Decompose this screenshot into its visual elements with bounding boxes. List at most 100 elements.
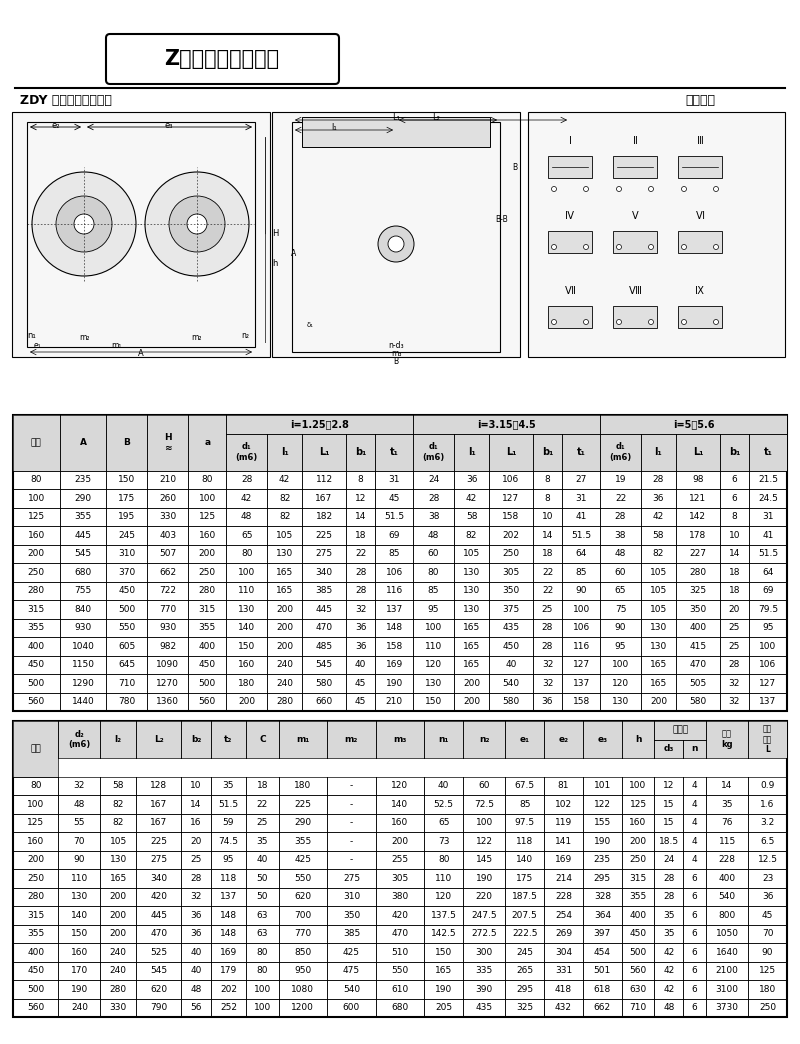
Text: 403: 403 <box>159 530 176 540</box>
Text: e₂: e₂ <box>558 735 569 744</box>
Text: 202: 202 <box>220 984 237 994</box>
Circle shape <box>551 244 557 250</box>
Text: 150: 150 <box>70 929 88 939</box>
Text: 118: 118 <box>516 836 534 846</box>
Text: 202: 202 <box>502 530 519 540</box>
Bar <box>600 416 787 433</box>
Text: 680: 680 <box>74 568 92 576</box>
Text: 82: 82 <box>113 818 124 827</box>
Text: 55: 55 <box>74 818 85 827</box>
Text: 355: 355 <box>28 623 45 633</box>
Bar <box>27 122 255 347</box>
Text: 840: 840 <box>74 604 92 614</box>
Text: 355: 355 <box>198 623 216 633</box>
Text: 80: 80 <box>30 781 42 790</box>
Text: 200: 200 <box>463 679 480 688</box>
Text: 80: 80 <box>438 855 450 864</box>
Text: 137: 137 <box>220 893 237 901</box>
Text: 125: 125 <box>27 818 44 827</box>
Text: 245: 245 <box>516 948 533 956</box>
Text: 8: 8 <box>545 475 550 484</box>
Text: 280: 280 <box>198 587 216 595</box>
Text: 710: 710 <box>118 679 135 688</box>
Text: 130: 130 <box>276 549 294 559</box>
Text: 80: 80 <box>428 568 439 576</box>
Text: 170: 170 <box>70 967 88 975</box>
Text: 40: 40 <box>190 948 202 956</box>
Text: 105: 105 <box>276 530 294 540</box>
Text: 65: 65 <box>241 530 253 540</box>
Text: 225: 225 <box>294 800 311 809</box>
Text: 0.9: 0.9 <box>760 781 774 790</box>
Text: 18: 18 <box>355 530 366 540</box>
Bar <box>583 721 622 758</box>
Text: 101: 101 <box>594 781 611 790</box>
Text: 200: 200 <box>198 549 216 559</box>
Text: 32: 32 <box>355 604 366 614</box>
Text: 110: 110 <box>425 642 442 650</box>
Text: 200: 200 <box>276 642 293 650</box>
Text: 60: 60 <box>614 568 626 576</box>
Text: 63: 63 <box>257 910 268 920</box>
Text: Ⅲ: Ⅲ <box>697 136 703 146</box>
Text: m₃: m₃ <box>390 349 402 357</box>
Text: 31: 31 <box>575 494 587 503</box>
Circle shape <box>649 244 654 250</box>
Text: 165: 165 <box>463 623 480 633</box>
Text: 580: 580 <box>690 697 706 706</box>
Text: 475: 475 <box>343 967 360 975</box>
Text: 35: 35 <box>663 929 674 939</box>
Text: 252: 252 <box>220 1003 237 1013</box>
Bar <box>182 721 210 758</box>
Text: 160: 160 <box>27 836 44 846</box>
Text: 200: 200 <box>650 697 667 706</box>
Circle shape <box>74 214 94 234</box>
Text: 127: 127 <box>759 679 777 688</box>
Text: 51.5: 51.5 <box>758 549 778 559</box>
Text: 1040: 1040 <box>72 642 94 650</box>
Text: 35: 35 <box>257 836 268 846</box>
Text: 165: 165 <box>650 660 667 669</box>
Circle shape <box>583 319 589 325</box>
Text: 700: 700 <box>294 910 311 920</box>
Text: 100: 100 <box>198 494 216 503</box>
Text: 610: 610 <box>391 984 409 994</box>
Text: 64: 64 <box>762 568 774 576</box>
Text: 180: 180 <box>238 679 255 688</box>
Bar <box>506 721 544 758</box>
Text: 305: 305 <box>391 874 409 883</box>
Text: 800: 800 <box>718 910 736 920</box>
Text: 240: 240 <box>276 660 293 669</box>
Text: 470: 470 <box>150 929 167 939</box>
Text: 275: 275 <box>315 549 333 559</box>
Text: 8: 8 <box>545 494 550 503</box>
Bar <box>267 433 302 471</box>
Text: 227: 227 <box>690 549 706 559</box>
Text: -: - <box>350 800 353 809</box>
Bar <box>654 721 706 739</box>
Text: 95: 95 <box>428 604 439 614</box>
Text: 4: 4 <box>692 800 698 809</box>
Text: 425: 425 <box>343 948 360 956</box>
Circle shape <box>617 319 622 325</box>
Text: 355: 355 <box>74 513 92 521</box>
Text: 200: 200 <box>630 836 646 846</box>
Text: 10: 10 <box>542 513 554 521</box>
Text: 38: 38 <box>428 513 439 521</box>
Text: 305: 305 <box>502 568 520 576</box>
Bar <box>246 721 278 758</box>
Text: 304: 304 <box>555 948 572 956</box>
Text: 1290: 1290 <box>72 679 94 688</box>
Bar <box>706 721 748 758</box>
Circle shape <box>682 187 686 191</box>
Text: 3100: 3100 <box>715 984 738 994</box>
Text: 32: 32 <box>542 679 553 688</box>
Text: 130: 130 <box>650 642 667 650</box>
Text: l₁: l₁ <box>468 447 475 457</box>
Text: 340: 340 <box>150 874 167 883</box>
Text: 225: 225 <box>150 836 167 846</box>
Bar <box>489 433 533 471</box>
Text: H
≈: H ≈ <box>164 433 172 452</box>
Text: 24.5: 24.5 <box>758 494 778 503</box>
Circle shape <box>714 187 718 191</box>
